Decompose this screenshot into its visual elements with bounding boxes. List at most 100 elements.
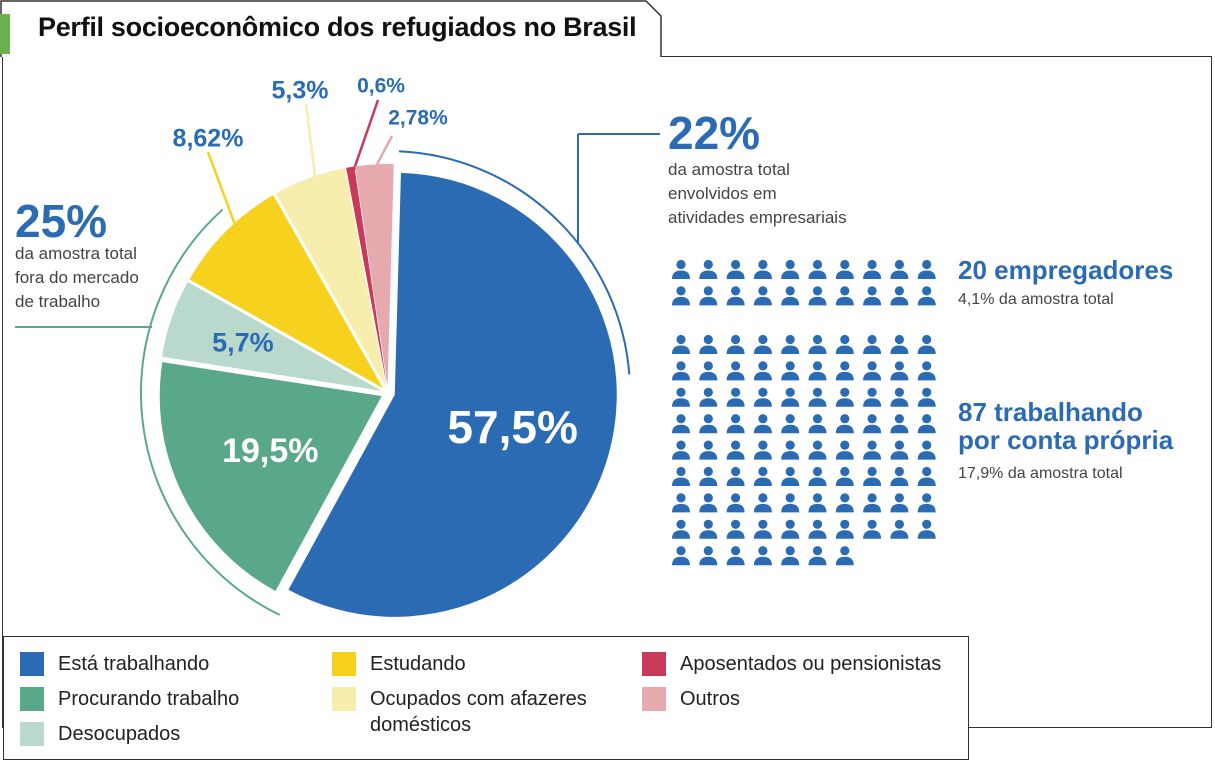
person-icon	[917, 440, 936, 460]
leader-line-afazeres	[304, 103, 320, 204]
person-icon	[917, 466, 936, 486]
person-icon	[672, 334, 690, 354]
person-icon	[808, 519, 827, 539]
person-icon	[863, 334, 882, 354]
slice-label-desocupados: 5,7%	[212, 327, 274, 358]
person-icon	[726, 286, 745, 306]
person-icon	[699, 286, 718, 306]
person-icon	[890, 519, 909, 539]
slice-label-aposentados: 0,6%	[357, 74, 405, 98]
person-icon	[699, 440, 718, 460]
legend-swatch-procurando	[20, 687, 44, 711]
legend-swatch-desocupados	[20, 722, 44, 746]
person-icon	[726, 387, 745, 407]
person-icon	[808, 334, 827, 354]
pie-slice-trabalhando	[288, 172, 617, 617]
person-icon	[672, 493, 690, 513]
person-icon	[699, 387, 718, 407]
legend-swatch-trabalhando	[20, 652, 44, 676]
person-icon	[890, 334, 909, 354]
person-icon	[835, 259, 854, 279]
pie-slice-outros	[355, 164, 394, 387]
leader-line-aposentados	[350, 99, 380, 177]
person-icon	[753, 286, 772, 306]
legend-label-trabalhando: Está trabalhando	[58, 653, 210, 675]
person-icon	[781, 546, 800, 566]
person-icon	[808, 259, 827, 279]
chart-title: Perfil socioeconômico dos refugiados no …	[38, 12, 637, 42]
person-icon	[699, 493, 718, 513]
person-icon	[781, 387, 800, 407]
person-icon	[890, 414, 909, 434]
person-icon	[699, 259, 718, 279]
pie-slice-afazeres	[275, 168, 386, 387]
person-icon	[781, 286, 800, 306]
person-icon	[835, 493, 854, 513]
person-icon	[781, 519, 800, 539]
pie-slice-aposentados	[346, 166, 387, 387]
legend-label-estudando: Estudando	[370, 653, 466, 675]
slice-label-afazeres: 5,3%	[271, 76, 329, 105]
person-icon	[753, 519, 772, 539]
slice-label-procurando: 19,5%	[222, 432, 319, 471]
person-icon	[753, 361, 772, 381]
person-icon	[890, 440, 909, 460]
person-icon	[672, 361, 690, 381]
person-icon	[835, 286, 854, 306]
person-icon	[781, 414, 800, 434]
legend-item-afazeres: Ocupados com afazeres domésticos	[332, 686, 587, 738]
slice-label-trabalhando: 57,5%	[447, 400, 578, 453]
person-icon	[863, 440, 882, 460]
person-icon	[835, 440, 854, 460]
person-icon	[753, 414, 772, 434]
person-icon	[726, 519, 745, 539]
person-icon	[863, 493, 882, 513]
person-icon	[835, 387, 854, 407]
person-icon	[699, 361, 718, 381]
empresariais-pct: 22%	[668, 107, 761, 159]
person-icon	[863, 259, 882, 279]
person-icon	[863, 466, 882, 486]
person-icon	[753, 440, 772, 460]
person-icon	[808, 361, 827, 381]
person-icon	[863, 414, 882, 434]
legend-label-outros: Outros	[680, 688, 741, 710]
legend-swatch-aposentados	[642, 652, 666, 676]
person-icon	[808, 387, 827, 407]
person-icon	[726, 414, 745, 434]
legend-swatch-afazeres	[332, 687, 356, 711]
person-icon	[835, 466, 854, 486]
person-icon	[672, 286, 690, 306]
person-icon	[781, 259, 800, 279]
legend: Está trabalhando Procurando trabalho Desoc…	[3, 636, 969, 760]
legend-label-desocupados: Desocupados	[58, 723, 181, 745]
person-icon	[753, 493, 772, 513]
pie-slice-procurando	[159, 362, 382, 592]
person-icon	[917, 519, 936, 539]
person-icon	[726, 493, 745, 513]
person-icon	[917, 414, 936, 434]
person-icon	[753, 334, 772, 354]
legend-item-estudando: Estudando	[332, 651, 466, 677]
person-icon	[808, 440, 827, 460]
person-icon	[699, 414, 718, 434]
slice-label-outros: 2,78%	[388, 106, 448, 130]
person-icon	[890, 286, 909, 306]
legend-item-trabalhando: Está trabalhando	[20, 651, 209, 677]
person-icon	[863, 519, 882, 539]
person-icon	[863, 361, 882, 381]
leader-line-estudando	[206, 151, 246, 251]
person-icon	[672, 414, 690, 434]
person-icon	[781, 334, 800, 354]
person-icon	[726, 361, 745, 381]
legend-label-afazeres: Ocupados com afazeres domésticos	[370, 688, 587, 736]
person-icon	[699, 519, 718, 539]
person-icon	[917, 259, 936, 279]
legend-swatch-outros	[642, 687, 666, 711]
person-icon	[726, 546, 745, 566]
legend-item-aposentados: Aposentados ou pensionistas	[642, 651, 941, 677]
person-icon	[917, 334, 936, 354]
legend-swatch-estudando	[332, 652, 356, 676]
person-icon	[672, 440, 690, 460]
